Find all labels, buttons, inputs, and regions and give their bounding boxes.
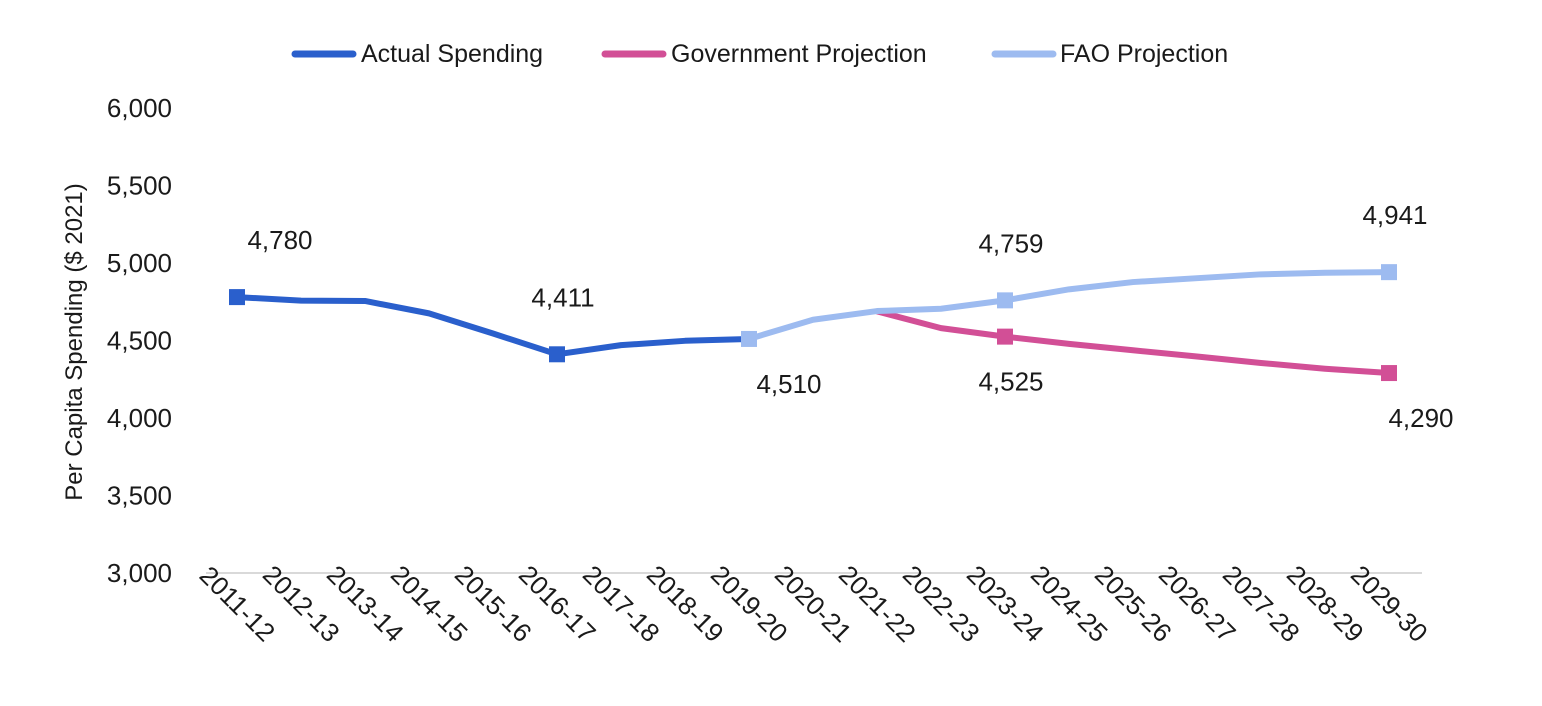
- data-point-marker: [1381, 264, 1397, 281]
- data-label: 4,290: [1388, 403, 1453, 433]
- y-axis-label: Per Capita Spending ($ 2021): [61, 183, 88, 501]
- series-line-fao-projection: [746, 269, 1392, 342]
- data-point-marker: [997, 292, 1013, 309]
- data-label: 4,525: [978, 367, 1043, 397]
- data-label: 4,941: [1362, 200, 1427, 230]
- data-label: 4,411: [531, 282, 594, 312]
- y-axis: 3,000 3,500 4,000 4,500 5,000 5,500 6,000: [107, 93, 172, 588]
- data-point-marker: [997, 328, 1013, 345]
- y-tick-label: 5,000: [107, 248, 172, 278]
- legend-label: Government Projection: [671, 40, 927, 68]
- y-tick-label: 4,500: [107, 326, 172, 356]
- data-point-marker: [741, 330, 757, 347]
- data-point-marker: [1381, 365, 1397, 382]
- data-label: 4,759: [978, 228, 1043, 258]
- data-point-marker: [229, 289, 245, 306]
- y-tick-label: 4,000: [107, 403, 172, 433]
- series-line-government-projection: [874, 308, 1392, 377]
- legend: Actual Spending Government Projection FAO …: [291, 40, 1228, 68]
- data-label: 4,510: [756, 369, 821, 399]
- data-point-marker: [549, 346, 565, 363]
- data-label: 4,780: [247, 225, 312, 255]
- y-tick-label: 5,500: [107, 171, 172, 201]
- series-line-actual-spending: [234, 294, 752, 358]
- series-group: [229, 264, 1397, 382]
- legend-label: FAO Projection: [1060, 40, 1228, 68]
- data-labels: 4,780 4,411 4,525 4,290 4,510 4,759 4,941: [247, 200, 1453, 433]
- y-tick-label: 3,500: [107, 481, 172, 511]
- y-tick-label: 3,000: [107, 558, 172, 588]
- legend-label: Actual Spending: [361, 40, 543, 68]
- y-tick-label: 6,000: [107, 93, 172, 123]
